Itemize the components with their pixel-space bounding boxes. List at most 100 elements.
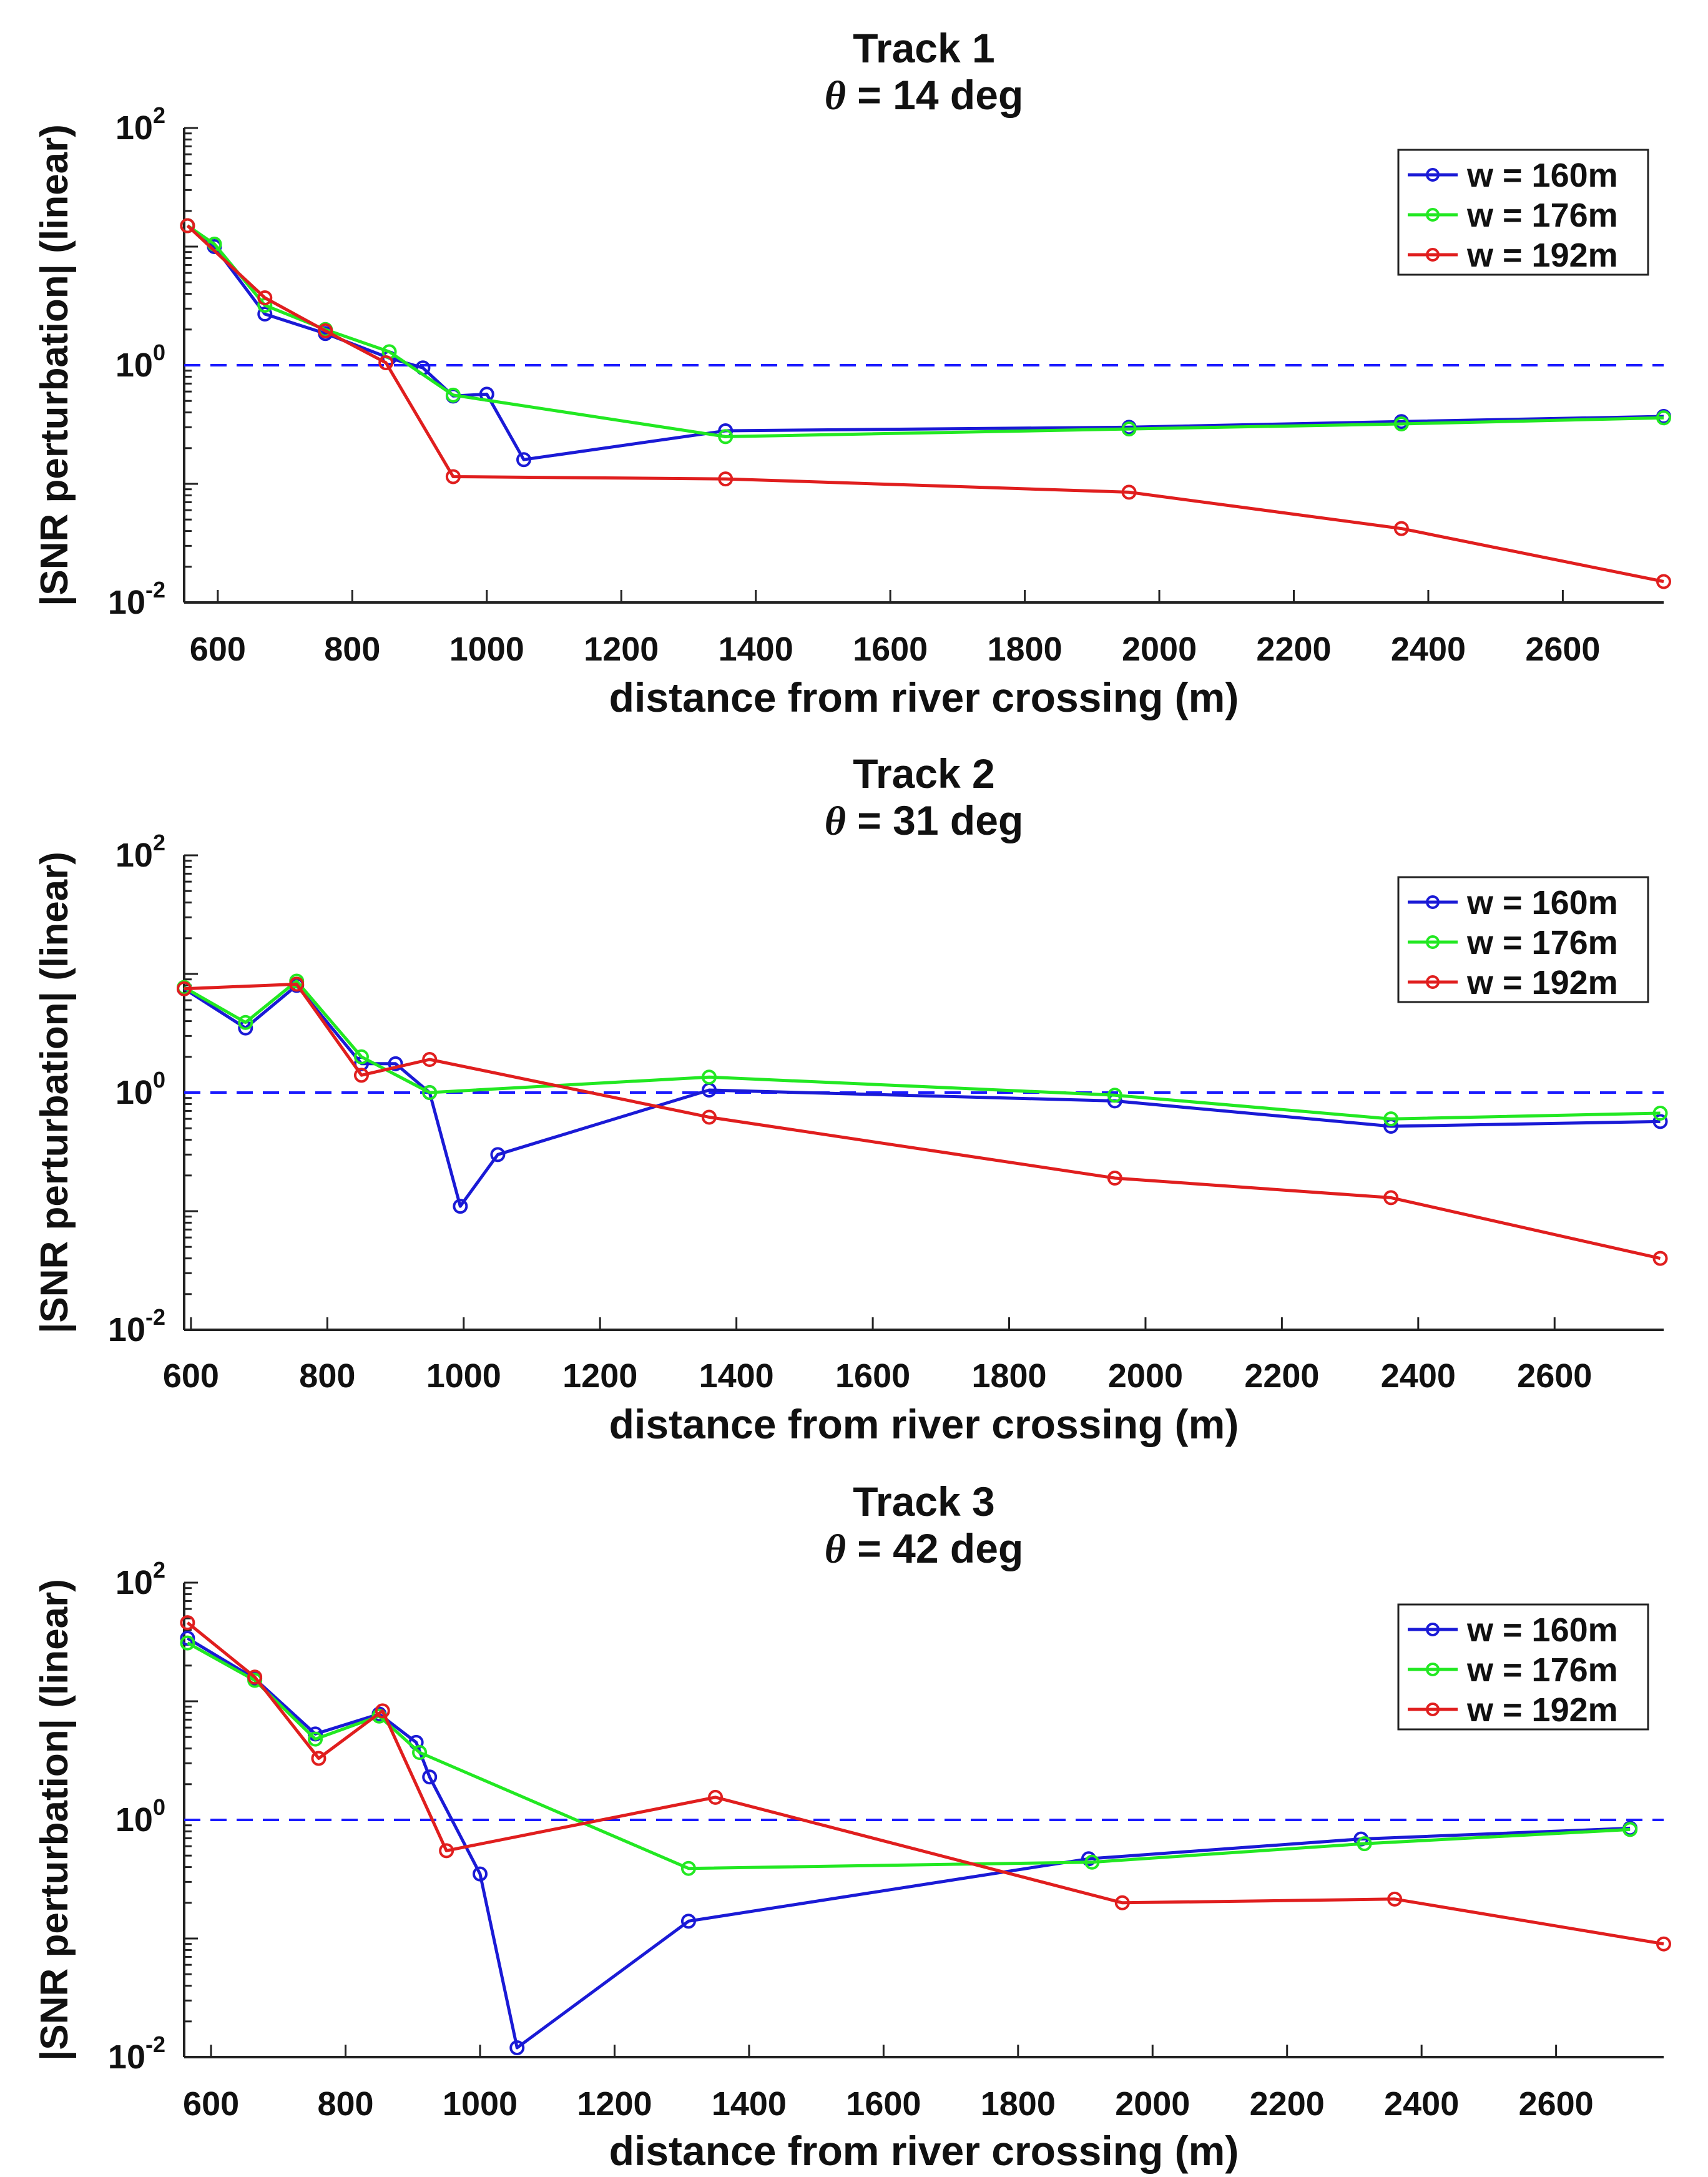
x-tick-label: 1200 xyxy=(584,631,659,668)
data-point-w192 xyxy=(353,1068,369,1083)
x-tick-label: 1800 xyxy=(988,631,1063,668)
data-point-w176 xyxy=(445,387,461,403)
data-point-w160 xyxy=(509,2040,525,2055)
x-tick-label: 600 xyxy=(190,631,246,668)
data-point-w192 xyxy=(311,1751,326,1766)
chart-title: Track 1 xyxy=(853,25,995,71)
series-line-w192 xyxy=(186,1621,1664,1946)
data-point-w176 xyxy=(1084,1854,1100,1870)
data-point-w176 xyxy=(308,1731,323,1747)
y-tick-exponent: 0 xyxy=(153,1067,165,1093)
legend-label: w = 192m xyxy=(1466,964,1618,1001)
x-tick-label: 2200 xyxy=(1256,631,1331,668)
data-point-w160 xyxy=(516,452,532,468)
x-tick-label: 1200 xyxy=(562,1357,637,1395)
series-line-w176 xyxy=(187,1641,1631,1870)
legend-swatch-marker xyxy=(1426,168,1440,182)
legend-label: w = 192m xyxy=(1466,237,1618,274)
data-point-w160 xyxy=(473,1866,488,1882)
data-point-w192 xyxy=(177,981,192,996)
y-tick-base: 10 xyxy=(108,584,145,621)
y-tick-exponent: -2 xyxy=(145,577,165,602)
legend-swatch-marker xyxy=(1426,248,1440,262)
data-point-w192 xyxy=(1656,574,1671,589)
data-point-w192 xyxy=(257,290,273,306)
data-point-w192 xyxy=(1393,521,1409,536)
chart-subtitle: θ = 42 deg xyxy=(825,1525,1024,1572)
y-tick-base: 10 xyxy=(115,109,153,147)
theta-symbol: θ xyxy=(825,1526,846,1572)
legend-swatch-marker xyxy=(1426,1663,1440,1676)
y-tick-exponent: 0 xyxy=(153,340,165,365)
data-point-w160 xyxy=(388,1056,403,1071)
legend-swatch-marker xyxy=(1426,1623,1440,1636)
data-point-w192 xyxy=(422,1052,438,1068)
x-tick-label: 2400 xyxy=(1391,631,1466,668)
data-point-w176 xyxy=(353,1049,369,1064)
y-tick-exponent: 0 xyxy=(153,1794,165,1820)
legend-label: w = 176m xyxy=(1466,1651,1618,1689)
x-tick-label: 1200 xyxy=(577,2085,652,2123)
data-point-w192 xyxy=(718,471,734,487)
data-point-w176 xyxy=(412,1745,428,1761)
x-tick-label: 2400 xyxy=(1381,1357,1456,1395)
data-point-w192 xyxy=(247,1669,263,1685)
theta-symbol: θ xyxy=(825,799,846,844)
legend-label: w = 160m xyxy=(1466,1611,1618,1649)
y-tick-exponent: 2 xyxy=(153,102,165,128)
x-tick-label: 600 xyxy=(163,1357,219,1395)
data-point-w192 xyxy=(180,218,195,233)
series-line-w192 xyxy=(186,224,1664,583)
y-tick-exponent: -2 xyxy=(145,2032,165,2057)
x-axis-label: distance from river crossing (m) xyxy=(609,1401,1239,1447)
chart-subtitle: θ = 14 deg xyxy=(825,72,1024,119)
y-tick-exponent: 2 xyxy=(153,1557,165,1583)
x-tick-label: 1800 xyxy=(971,1357,1046,1395)
legend-label: w = 160m xyxy=(1466,157,1618,194)
x-tick-label: 1600 xyxy=(835,1357,910,1395)
data-point-w192 xyxy=(1383,1190,1399,1206)
x-tick-label: 2000 xyxy=(1122,631,1197,668)
y-tick-label: 100 xyxy=(115,1794,165,1839)
x-tick-label: 1400 xyxy=(719,631,793,668)
x-tick-label: 1000 xyxy=(426,1357,501,1395)
legend-label: w = 176m xyxy=(1466,197,1618,234)
legend-label: w = 192m xyxy=(1466,1691,1618,1729)
x-tick-label: 2000 xyxy=(1115,2085,1190,2123)
x-tick-label: 800 xyxy=(324,631,380,668)
legend-swatch-marker xyxy=(1426,208,1440,222)
series-line-w176 xyxy=(183,980,1661,1121)
angle-label: = 14 deg xyxy=(846,72,1023,118)
y-tick-base: 10 xyxy=(115,346,153,384)
data-point-w192 xyxy=(1387,1891,1403,1907)
data-point-w192 xyxy=(378,355,394,370)
y-tick-label: 100 xyxy=(115,1067,165,1111)
data-point-w176 xyxy=(680,1860,696,1876)
y-axis-label: |SNR perturbation| (linear) xyxy=(33,852,77,1334)
data-point-w176 xyxy=(1121,421,1137,437)
y-tick-label: 102 xyxy=(115,102,165,147)
data-point-w160 xyxy=(257,307,273,322)
x-tick-label: 1000 xyxy=(449,631,524,668)
data-point-w176 xyxy=(701,1069,717,1085)
data-point-w176 xyxy=(1383,1111,1399,1127)
data-point-w176 xyxy=(1357,1836,1372,1852)
data-point-w160 xyxy=(680,1914,696,1929)
x-tick-label: 1800 xyxy=(981,2085,1056,2123)
data-point-w192 xyxy=(1114,1895,1130,1910)
data-point-w160 xyxy=(1652,1114,1668,1129)
y-tick-label: 102 xyxy=(115,1557,165,1601)
series-line-w192 xyxy=(184,982,1661,1260)
y-tick-label: 100 xyxy=(115,340,165,384)
y-axis-label: |SNR perturbation| (linear) xyxy=(33,1579,77,2061)
y-tick-base: 10 xyxy=(108,2038,145,2076)
y-tick-base: 10 xyxy=(108,1311,145,1349)
y-tick-label: 102 xyxy=(115,830,165,874)
data-point-w176 xyxy=(1107,1088,1122,1103)
y-tick-base: 10 xyxy=(115,837,153,874)
x-tick-label: 800 xyxy=(299,1357,355,1395)
data-point-w192 xyxy=(1652,1251,1668,1266)
data-point-w192 xyxy=(445,469,461,484)
legend-label: w = 160m xyxy=(1466,884,1618,921)
y-axis-label: |SNR perturbation| (linear) xyxy=(33,124,77,606)
